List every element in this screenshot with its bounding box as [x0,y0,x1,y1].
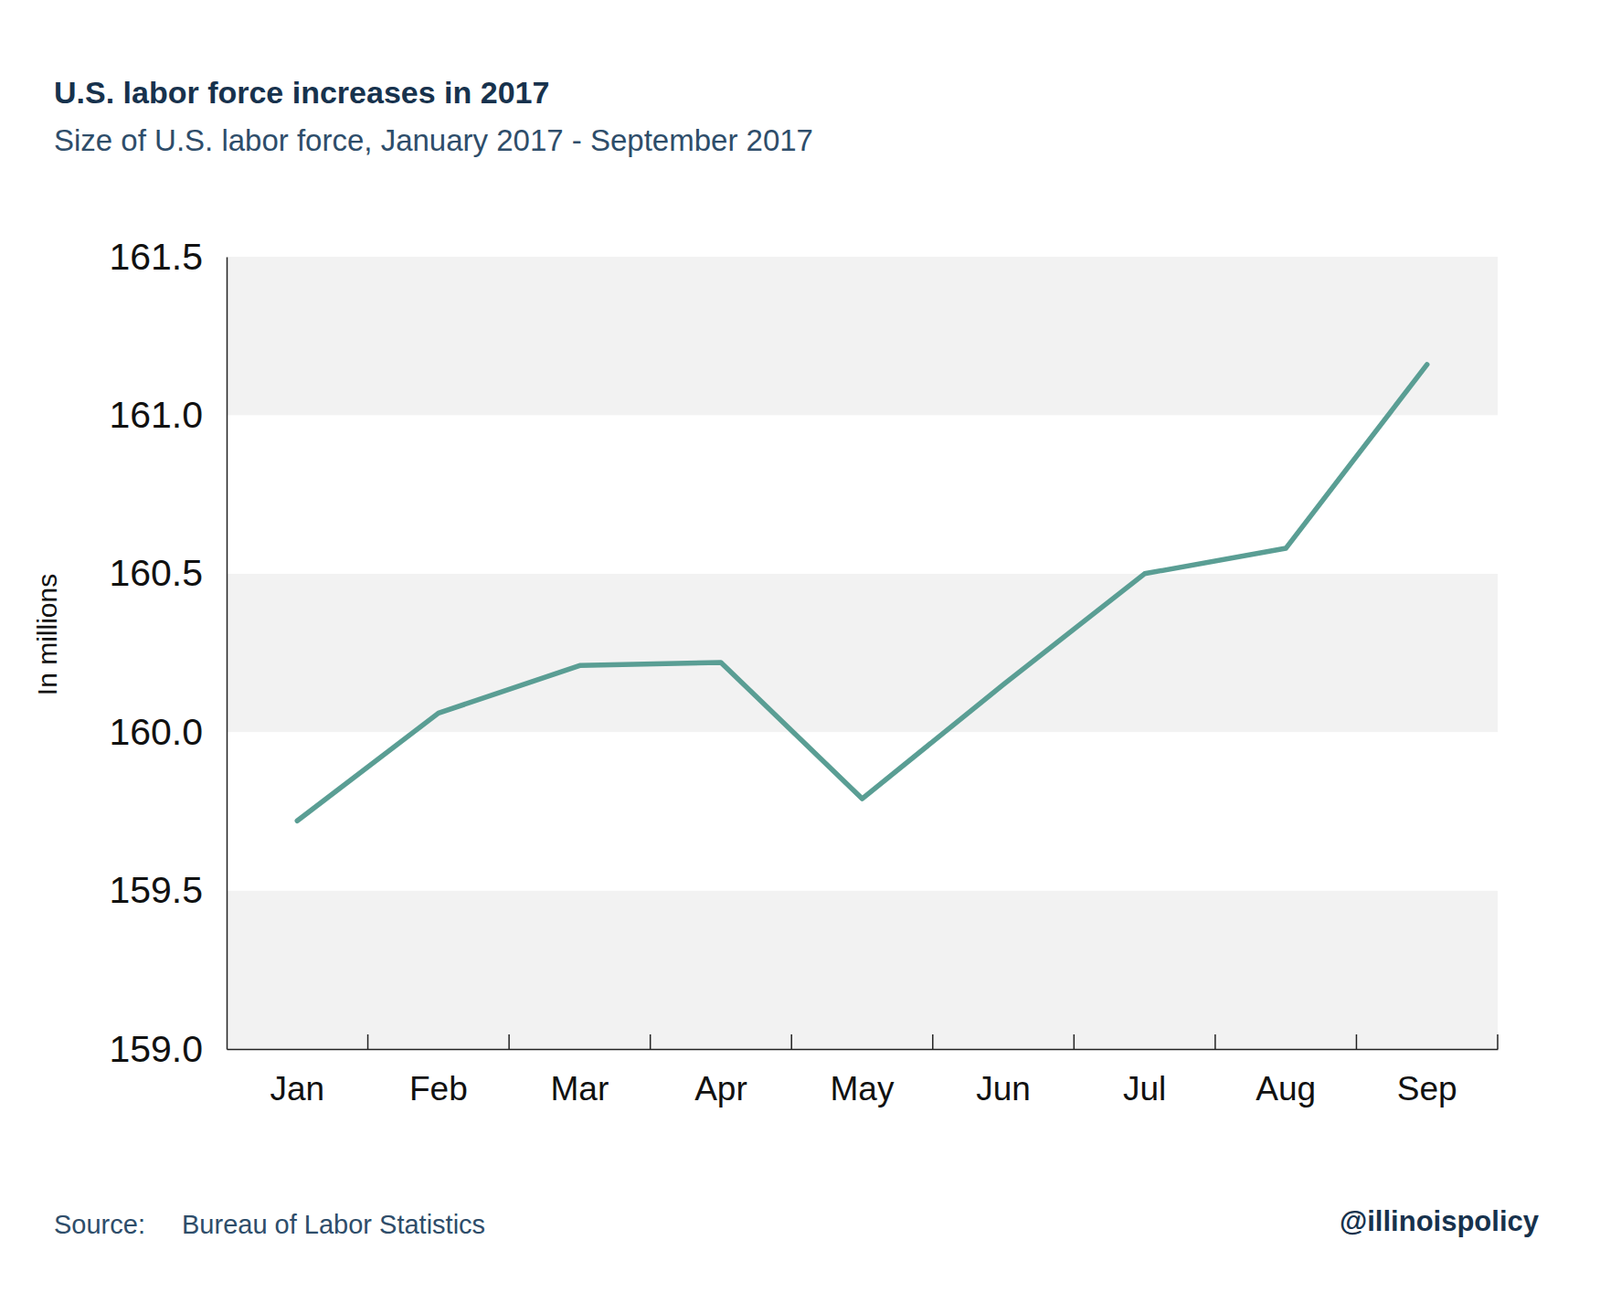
x-boundary-tick [508,1034,510,1050]
x-tick: Sep [1397,1049,1458,1108]
x-tick-label: Apr [694,1070,748,1108]
y-tick-label: 160.5 [108,551,203,594]
y-tick: 160.5 [108,551,227,594]
y-tick-label: 159.5 [108,868,203,912]
x-tick: Jan [269,1049,325,1108]
credit: @illinoispolicy [1339,1205,1540,1238]
x-boundary-tick [932,1034,934,1050]
x-boundary-tick [367,1034,370,1050]
x-axis: Jan Feb Mar Apr May Jun Jul Aug Sep [227,1049,1499,1108]
grid-band [226,256,1498,415]
grid [226,256,1498,1050]
x-tick-label: Jul [1123,1070,1166,1108]
subtitle: Size of U.S. labor force, January 2017 -… [53,123,814,158]
x-boundary-tick [649,1034,652,1050]
source: Bureau of Labor Statistics [181,1209,486,1240]
x-boundary-tick [790,1034,793,1050]
y-axis-title: In millions [31,573,63,696]
x-boundary-tick [1214,1034,1217,1050]
x-tick: Jul [1123,1049,1166,1108]
title: U.S. labor force increases in 2017 [53,74,550,110]
x-tick-label: Mar [550,1070,610,1108]
x-axis-line [227,1049,1499,1051]
grid-band [226,414,1498,573]
x-tick-label: Aug [1255,1070,1316,1108]
x-tick: Feb [409,1049,468,1108]
marks [296,364,1427,821]
grid-band [226,890,1498,1050]
x-boundary-tick [1356,1034,1358,1050]
x-tick: May [830,1049,895,1108]
y-tick: 159.0 [108,1027,227,1071]
y-tick-label: 161.5 [108,235,203,278]
y-tick-label: 160.0 [108,710,203,753]
line [296,364,1427,821]
x-boundary-ticks [368,1034,1498,1050]
x-tick-label: Feb [409,1070,468,1108]
grid-band [226,731,1498,891]
grid-band [226,573,1498,732]
x-tick-label: May [830,1070,895,1108]
x-tick: Aug [1255,1049,1316,1108]
x-tick-label: Jun [975,1070,1031,1108]
x-tick: Apr [694,1049,748,1108]
y-tick: 161.5 [108,235,227,278]
x-tick-label: Sep [1397,1070,1458,1108]
x-tick-label: Jan [269,1070,325,1108]
x-tick: Jun [975,1049,1031,1108]
y-tick: 161.0 [108,393,227,436]
chart: U.S. labor force increases in 2017 Size o… [0,0,1600,1293]
y-tick: 159.5 [108,868,227,912]
x-tick: Mar [550,1049,610,1108]
y-axis-line [226,257,229,1050]
y-axis: 159.0 159.5 160.0 160.5 161.0 161.5 [108,235,227,1071]
y-tick-label: 159.0 [108,1027,203,1071]
x-boundary-tick [1073,1034,1076,1050]
plot: 159.0 159.5 160.0 160.5 161.0 161.5 Jan Feb Mar A… [108,235,1498,1109]
y-tick-label: 161.0 [108,393,203,436]
y-tick: 160.0 [108,710,227,753]
source-label: Source: [53,1209,146,1240]
x-boundary-tick [1496,1034,1499,1050]
